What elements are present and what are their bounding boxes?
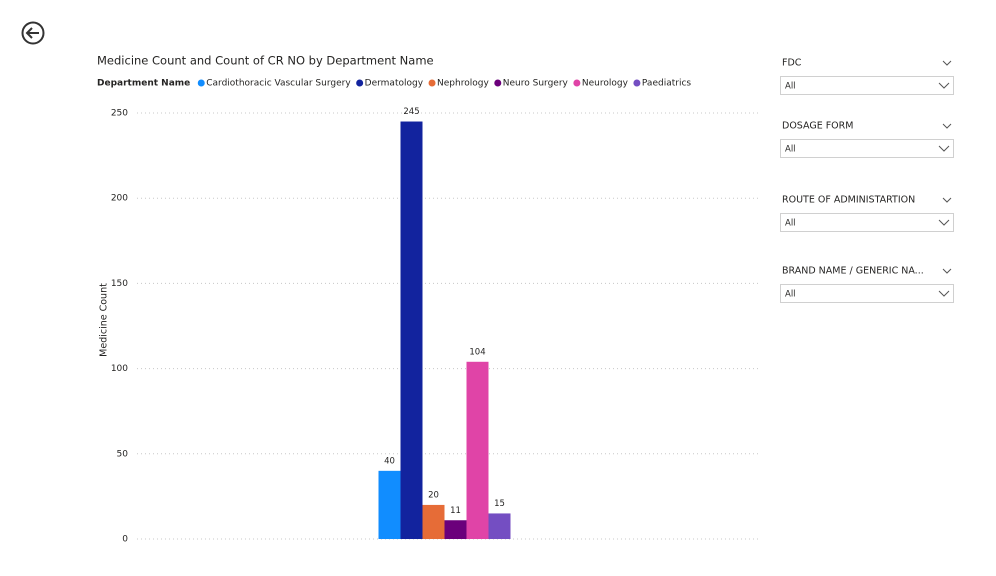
dropdown-value: All [785,82,796,92]
dropdown-chevron [938,219,950,226]
dropdown-box [780,139,954,158]
dropdown-value: All [785,145,796,155]
slicer-dropdown[interactable]: All [780,213,954,232]
slicer: DOSAGE FORM All [780,121,954,158]
legend-label: Neuro Surgery [503,79,569,89]
legend-label: Paediatrics [642,79,691,89]
dropdown-box [780,284,954,303]
y-tick-label: 150 [111,279,128,289]
legend-marker [197,79,205,87]
dropdown-chevron [938,290,950,297]
legend-label: Nephrology [437,79,489,89]
bar [400,121,423,540]
legend-marker [633,79,641,87]
slicer-title: FDC [782,58,802,69]
legend-label: Dermatology [365,79,424,89]
data-label: 20 [428,490,439,500]
dropdown-chevron [938,82,950,89]
legend-label: Neurology [582,79,629,89]
chart-title: Medicine Count and Count of CR NO by Dep… [97,54,434,68]
dropdown-box [780,76,954,95]
legend-label: Cardiothoracic Vascular Surgery [206,79,351,89]
slicer-title: ROUTE OF ADMINISTARTION [782,195,915,206]
y-tick-label: 50 [117,449,129,459]
slicer: BRAND NAME / GENERIC NA... All [780,266,954,303]
back-button[interactable] [21,21,45,45]
dropdown-box [780,213,954,232]
slicer-collapse[interactable] [942,197,952,203]
slicer-title: DOSAGE FORM [782,121,853,132]
legend-marker [573,79,581,87]
y-tick-label: 0 [122,535,128,545]
legend-marker [356,79,364,87]
y-axis-label: Medicine Count [99,283,110,357]
slicer-title: BRAND NAME / GENERIC NA... [782,266,924,277]
dropdown-value: All [785,219,796,229]
bar [444,520,467,539]
data-label: 11 [450,506,461,516]
slicer-collapse[interactable] [942,268,952,274]
bar [378,470,401,539]
data-label: 245 [403,107,419,117]
bar [488,513,511,539]
slicer-collapse[interactable] [942,123,952,129]
legend-title: Department Name [97,79,190,89]
data-label: 104 [469,347,485,357]
y-tick-label: 100 [111,364,128,374]
data-label: 40 [384,456,395,466]
y-tick-label: 250 [111,109,128,119]
dropdown-value: All [785,290,796,300]
legend-marker [428,79,436,87]
bar [466,361,489,539]
slicer-dropdown[interactable]: All [780,139,954,158]
slicer-dropdown[interactable]: All [780,284,954,303]
dropdown-chevron [938,145,950,152]
legend-marker [494,79,502,87]
slicer: ROUTE OF ADMINISTARTION All [780,195,954,232]
slicer: FDC All [780,58,954,95]
slicer-dropdown[interactable]: All [780,76,954,95]
slicer-collapse[interactable] [942,60,952,66]
data-label: 15 [494,499,505,509]
bar [422,504,445,539]
y-tick-label: 200 [111,194,128,204]
